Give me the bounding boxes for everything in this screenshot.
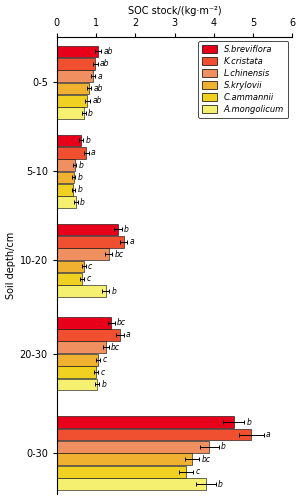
Text: ab: ab [92, 96, 102, 106]
Bar [57, 108, 84, 119]
Text: b: b [78, 173, 82, 182]
Bar [57, 378, 97, 390]
Text: bc: bc [202, 455, 211, 464]
Text: bc: bc [115, 250, 124, 258]
Bar [57, 466, 186, 477]
Bar [57, 224, 118, 235]
Text: b: b [124, 225, 129, 234]
Text: a: a [98, 72, 102, 80]
Text: b: b [77, 186, 82, 194]
Bar [57, 172, 74, 183]
Bar [57, 260, 84, 272]
Text: b: b [79, 160, 83, 170]
Bar [57, 160, 75, 171]
Bar [57, 248, 109, 260]
Legend: S.breviflora, K.cristata, L.chinensis, S.krylovii, C.ammannii, A.mongolicum: S.breviflora, K.cristata, L.chinensis, S… [198, 41, 288, 118]
Bar [57, 134, 81, 146]
Bar [57, 416, 234, 428]
Text: ab: ab [103, 47, 113, 56]
Text: c: c [87, 274, 91, 283]
Bar [57, 317, 111, 328]
Y-axis label: Soil depth/cm: Soil depth/cm [5, 232, 16, 299]
Text: ab: ab [93, 84, 103, 93]
Bar [57, 286, 106, 297]
Bar [57, 236, 124, 248]
Bar [57, 82, 89, 94]
Text: b: b [247, 418, 252, 427]
Bar [57, 441, 209, 453]
Bar [57, 70, 93, 82]
Text: a: a [91, 148, 96, 158]
Text: b: b [80, 198, 85, 206]
Bar [57, 329, 120, 341]
Bar [57, 354, 98, 366]
Bar [57, 58, 95, 70]
Bar [57, 273, 82, 284]
Bar [57, 196, 76, 208]
Text: b: b [102, 380, 107, 389]
Text: c: c [88, 262, 92, 271]
Text: bc: bc [111, 343, 120, 352]
Text: b: b [85, 136, 90, 145]
Text: a: a [266, 430, 271, 439]
Text: b: b [112, 286, 117, 296]
Text: bc: bc [117, 318, 126, 327]
Bar [57, 95, 88, 106]
Bar [57, 366, 96, 378]
Text: b: b [221, 442, 226, 452]
Bar [57, 184, 73, 196]
Text: a: a [126, 330, 131, 340]
Text: c: c [101, 368, 105, 376]
Bar [57, 454, 192, 465]
Bar [57, 429, 251, 440]
Bar [57, 46, 98, 58]
Text: b: b [88, 108, 93, 118]
Text: c: c [103, 355, 107, 364]
Text: b: b [218, 480, 223, 488]
Bar [57, 478, 206, 490]
Bar [57, 147, 86, 158]
Text: c: c [196, 467, 200, 476]
Text: a: a [129, 238, 134, 246]
Bar [57, 342, 106, 353]
X-axis label: SOC stock/(kg·m⁻²): SOC stock/(kg·m⁻²) [128, 6, 222, 16]
Text: ab: ab [100, 60, 110, 68]
